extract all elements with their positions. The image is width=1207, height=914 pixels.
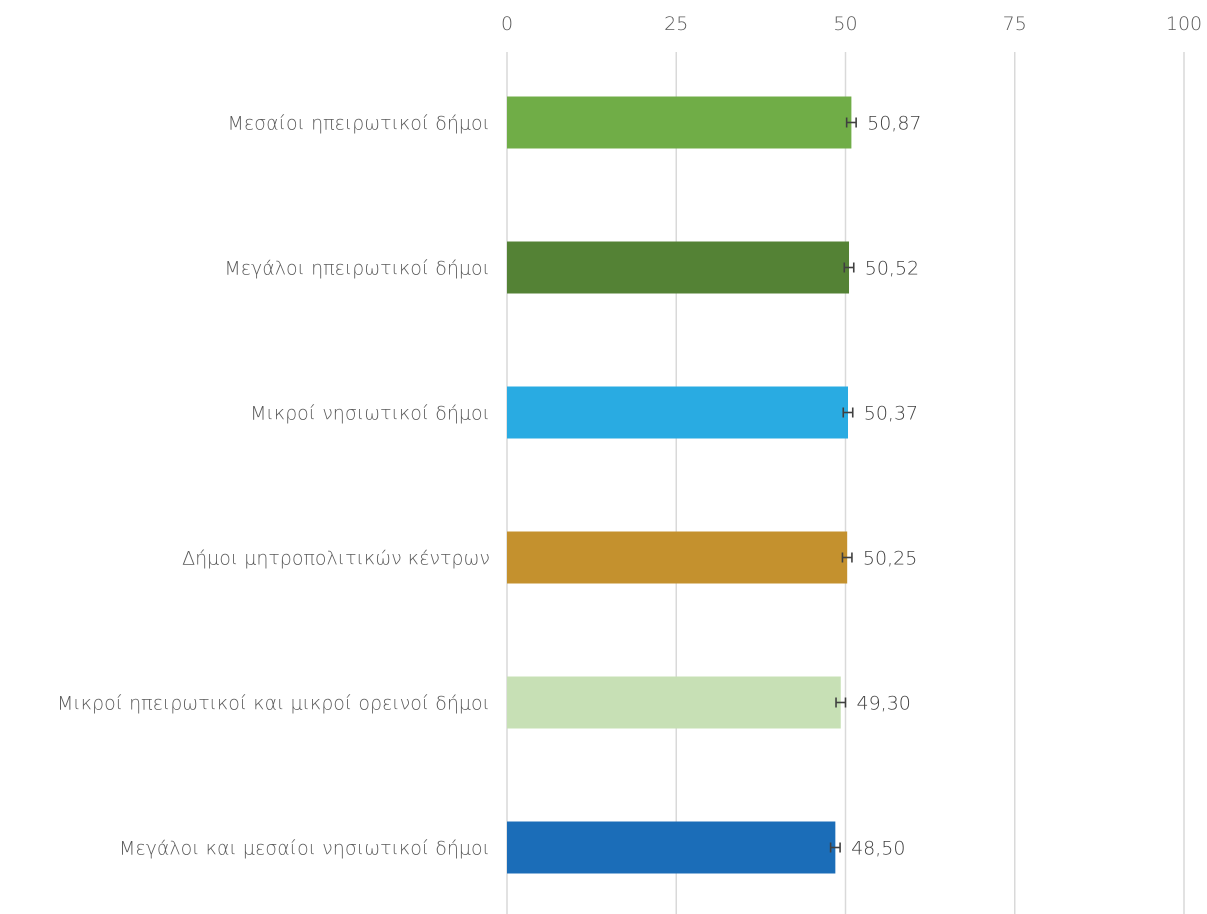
error-bar (845, 117, 857, 128)
data-label: 49,30 (857, 693, 911, 715)
data-label: 50,25 (863, 548, 917, 570)
category-label: Δήμοι μητροπολιτικών κέντρων (182, 548, 490, 570)
grid (506, 52, 1185, 914)
data-label: 50,87 (867, 113, 921, 135)
bar (507, 531, 848, 584)
error-bar (841, 552, 853, 563)
category-label: Μεσαίοι ηπειρωτικοί δήμοι (227, 113, 490, 135)
category-label: Μικροί νησιωτικοί δήμοι (250, 403, 490, 425)
error-bar (843, 262, 855, 273)
x-tick-label: 100 (1166, 13, 1202, 35)
category-label: Μικροί ηπειρωτικοί και μικροί ορεινοί δή… (57, 693, 490, 715)
data-label: 50,52 (865, 258, 919, 280)
data-label: 50,37 (864, 403, 918, 425)
error-bar (835, 697, 847, 708)
bar (507, 676, 841, 729)
category-label: Μεγάλοι και μεσαίοι νησιωτικοί δήμοι (119, 838, 490, 860)
x-tick-label: 75 (1003, 13, 1027, 35)
bar (507, 386, 849, 439)
error-bars (829, 117, 857, 853)
bar (507, 96, 852, 149)
error-bar (829, 842, 841, 853)
x-tick-label: 25 (664, 13, 688, 35)
error-bar (842, 407, 854, 418)
bars (507, 96, 852, 874)
bar (507, 241, 850, 294)
category-label: Μεγάλοι ηπειρωτικοί δήμοι (224, 258, 490, 280)
x-tick-label: 50 (833, 13, 857, 35)
x-tick-label: 0 (501, 13, 513, 35)
x-axis-ticks: 0 25 50 75 100 (501, 13, 1202, 35)
bar (507, 821, 836, 874)
data-labels: 50,87 50,52 50,37 50,25 49,30 48,50 (851, 113, 921, 860)
data-label: 48,50 (851, 838, 905, 860)
category-labels: Μεσαίοι ηπειρωτικοί δήμοι Μεγάλοι ηπειρωτ… (57, 113, 490, 860)
